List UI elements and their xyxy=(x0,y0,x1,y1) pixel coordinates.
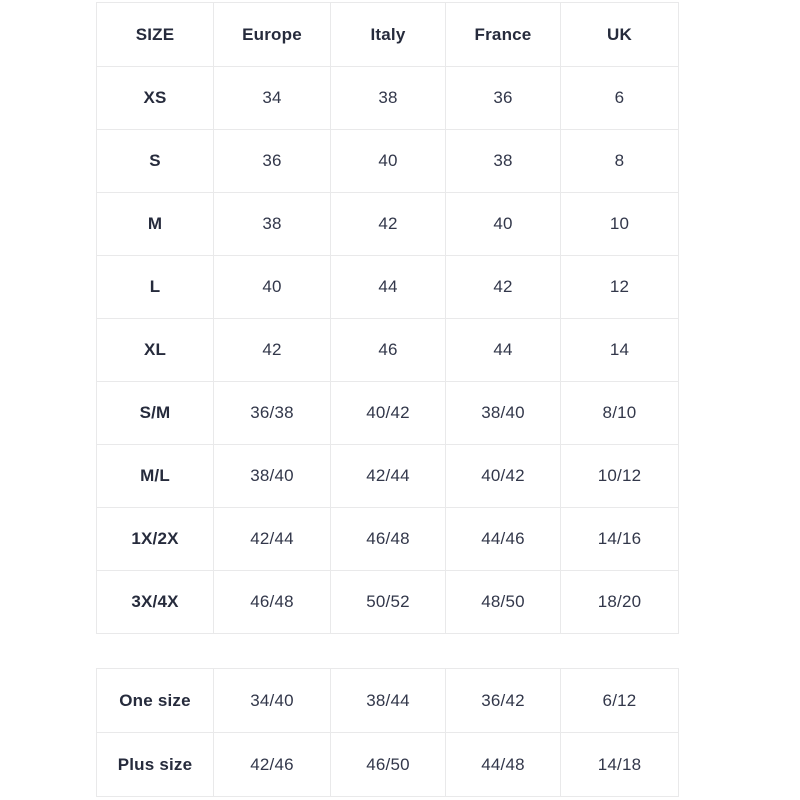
column-header-uk: UK xyxy=(560,2,679,67)
cell-france: 44/46 xyxy=(445,507,561,571)
cell-size: 1X/2X xyxy=(96,507,214,571)
cell-italy: 38 xyxy=(330,66,446,130)
table-header: SIZE Europe Italy France UK xyxy=(96,2,679,67)
cell-france: 36/42 xyxy=(445,668,561,733)
table-row: XS 34 38 36 6 xyxy=(96,66,679,130)
cell-europe: 38 xyxy=(213,192,331,256)
table-spacer xyxy=(96,634,678,668)
cell-france: 40/42 xyxy=(445,444,561,508)
size-chart-container: SIZE Europe Italy France UK XS 34 38 36 … xyxy=(96,2,679,797)
cell-france: 38/40 xyxy=(445,381,561,445)
cell-size: S xyxy=(96,129,214,193)
table-row: L 40 44 42 12 xyxy=(96,255,679,319)
cell-france: 36 xyxy=(445,66,561,130)
header-row: SIZE Europe Italy France UK xyxy=(96,2,679,67)
cell-france: 44 xyxy=(445,318,561,382)
table-row: XL 42 46 44 14 xyxy=(96,318,679,382)
cell-uk: 8 xyxy=(560,129,679,193)
cell-europe: 42 xyxy=(213,318,331,382)
column-header-size: SIZE xyxy=(96,2,214,67)
column-header-europe: Europe xyxy=(213,2,331,67)
column-header-italy: Italy xyxy=(330,2,446,67)
cell-europe: 36 xyxy=(213,129,331,193)
cell-italy: 44 xyxy=(330,255,446,319)
table-row: S 36 40 38 8 xyxy=(96,129,679,193)
cell-italy: 42 xyxy=(330,192,446,256)
cell-france: 42 xyxy=(445,255,561,319)
cell-europe: 34/40 xyxy=(213,668,331,733)
cell-france: 48/50 xyxy=(445,570,561,634)
cell-size: M/L xyxy=(96,444,214,508)
cell-europe: 46/48 xyxy=(213,570,331,634)
cell-size: Plus size xyxy=(96,732,214,797)
table-row: Plus size 42/46 46/50 44/48 14/18 xyxy=(96,732,679,797)
standard-size-table: SIZE Europe Italy France UK XS 34 38 36 … xyxy=(96,2,679,634)
cell-uk: 6 xyxy=(560,66,679,130)
cell-size: XS xyxy=(96,66,214,130)
cell-europe: 42/44 xyxy=(213,507,331,571)
cell-size: L xyxy=(96,255,214,319)
cell-uk: 12 xyxy=(560,255,679,319)
cell-italy: 46/48 xyxy=(330,507,446,571)
table-row: 3X/4X 46/48 50/52 48/50 18/20 xyxy=(96,570,679,634)
cell-italy: 40/42 xyxy=(330,381,446,445)
cell-uk: 14/18 xyxy=(560,732,679,797)
cell-italy: 40 xyxy=(330,129,446,193)
cell-uk: 6/12 xyxy=(560,668,679,733)
cell-italy: 46 xyxy=(330,318,446,382)
column-header-france: France xyxy=(445,2,561,67)
table-row: S/M 36/38 40/42 38/40 8/10 xyxy=(96,381,679,445)
cell-size: XL xyxy=(96,318,214,382)
cell-size: M xyxy=(96,192,214,256)
cell-italy: 46/50 xyxy=(330,732,446,797)
table-row: One size 34/40 38/44 36/42 6/12 xyxy=(96,668,679,733)
cell-uk: 10 xyxy=(560,192,679,256)
cell-uk: 14/16 xyxy=(560,507,679,571)
cell-size: One size xyxy=(96,668,214,733)
cell-uk: 14 xyxy=(560,318,679,382)
cell-italy: 38/44 xyxy=(330,668,446,733)
cell-france: 38 xyxy=(445,129,561,193)
table-row: 1X/2X 42/44 46/48 44/46 14/16 xyxy=(96,507,679,571)
cell-europe: 36/38 xyxy=(213,381,331,445)
table-body: XS 34 38 36 6 S 36 40 38 8 M 38 42 40 10 xyxy=(96,66,679,634)
cell-uk: 8/10 xyxy=(560,381,679,445)
cell-france: 44/48 xyxy=(445,732,561,797)
cell-france: 40 xyxy=(445,192,561,256)
cell-italy: 50/52 xyxy=(330,570,446,634)
cell-europe: 40 xyxy=(213,255,331,319)
cell-uk: 10/12 xyxy=(560,444,679,508)
cell-italy: 42/44 xyxy=(330,444,446,508)
one-size-plus-size-table: One size 34/40 38/44 36/42 6/12 Plus siz… xyxy=(96,668,679,797)
cell-europe: 42/46 xyxy=(213,732,331,797)
cell-europe: 38/40 xyxy=(213,444,331,508)
table-row: M/L 38/40 42/44 40/42 10/12 xyxy=(96,444,679,508)
table-body: One size 34/40 38/44 36/42 6/12 Plus siz… xyxy=(96,668,679,797)
cell-uk: 18/20 xyxy=(560,570,679,634)
cell-size: S/M xyxy=(96,381,214,445)
cell-size: 3X/4X xyxy=(96,570,214,634)
table-row: M 38 42 40 10 xyxy=(96,192,679,256)
cell-europe: 34 xyxy=(213,66,331,130)
